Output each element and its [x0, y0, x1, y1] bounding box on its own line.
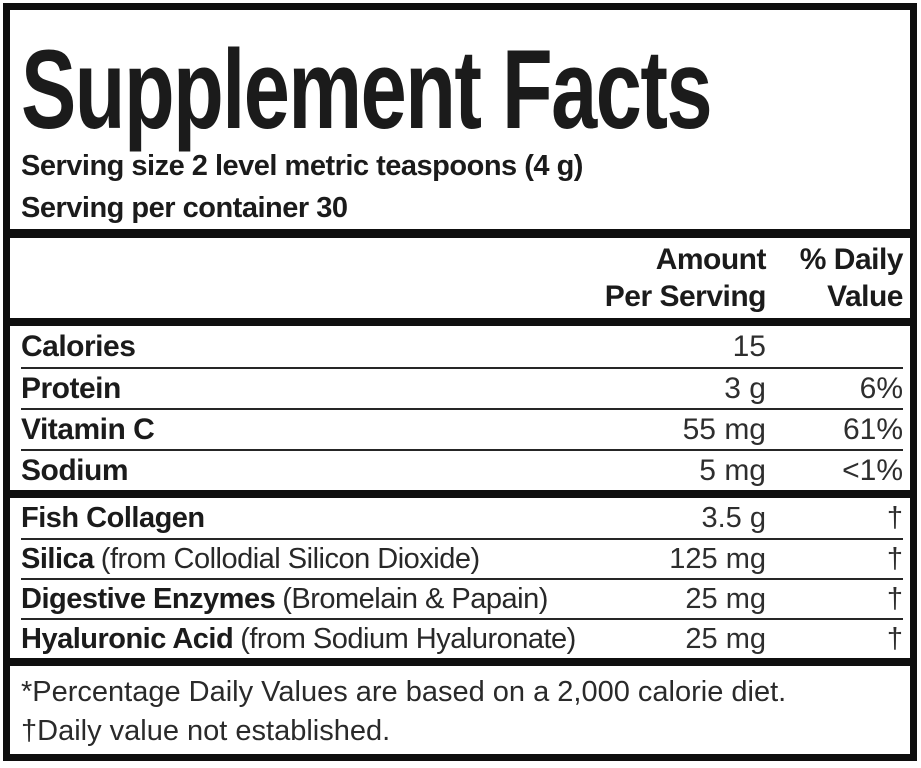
- ingredient-name: Silica: [21, 542, 94, 575]
- amount-per-serving-header: Amount Per Serving: [604, 241, 767, 315]
- nutrient-name: Sodium: [21, 453, 129, 487]
- servings-per-container-line: Serving per container 30: [21, 191, 348, 224]
- nutrient-amount: 55 mg: [682, 412, 766, 446]
- dv-header-line1: % Daily: [799, 243, 904, 276]
- supplement-facts-label: Supplement Facts Serving size 2 level me…: [3, 3, 917, 761]
- ingredient-detail: (from Sodium Hyaluronate): [240, 622, 576, 655]
- footnote-dagger: †Daily value not established.: [21, 715, 391, 747]
- serving-size-line: Serving size 2 level metric teaspoons (4…: [21, 149, 583, 182]
- footnote-daily-values: *Percentage Daily Values are based on a …: [21, 676, 787, 708]
- ingredient-amount: 25 mg: [685, 622, 766, 655]
- ingredient-amount: 125 mg: [669, 542, 766, 575]
- nutrient-amount: 5 mg: [699, 453, 766, 487]
- footnotes: *Percentage Daily Values are based on a …: [21, 666, 903, 751]
- ingredient-dv-dagger: †: [886, 542, 903, 575]
- ingredient-amount: 25 mg: [685, 582, 766, 615]
- table-row: Fish Collagen 3.5 g †: [21, 498, 903, 538]
- nutrient-dv: 61%: [842, 412, 903, 446]
- table-row: Vitamin C 55 mg 61%: [21, 408, 903, 449]
- title-container: Supplement Facts: [21, 10, 903, 153]
- ingredient-dv-dagger: †: [886, 501, 903, 534]
- divider-thick-header: [10, 318, 910, 326]
- nutrient-dv: 6%: [859, 371, 903, 405]
- ingredient-dv-dagger: †: [886, 582, 903, 615]
- amount-header-line1: Amount: [655, 243, 767, 276]
- table-row: Protein 3 g 6%: [21, 367, 903, 408]
- table-row: Calories 15: [21, 326, 903, 367]
- divider-thick-bottom: [10, 658, 910, 666]
- nutrient-dv: <1%: [842, 453, 903, 487]
- nutrient-name: Vitamin C: [21, 412, 155, 446]
- table-row: Sodium 5 mg <1%: [21, 449, 903, 490]
- ingredient-name: Hyaluronic Acid: [21, 622, 234, 655]
- nutrient-amount: 15: [732, 329, 766, 363]
- ingredient-detail: (from Collodial Silicon Dioxide): [100, 542, 480, 575]
- nutrient-amount: 3 g: [724, 371, 766, 405]
- ingredient-dv-dagger: †: [886, 622, 903, 655]
- ingredient-amount: 3.5 g: [701, 501, 767, 534]
- daily-value-header: % Daily Value: [766, 241, 904, 315]
- divider-thick-top: [10, 229, 910, 238]
- ingredient-detail: (Bromelain & Papain): [282, 582, 548, 615]
- ingredients-section: Fish Collagen 3.5 g † Silica (from Collod…: [21, 498, 903, 658]
- ingredient-name: Fish Collagen: [21, 501, 205, 534]
- table-row: Silica (from Collodial Silicon Dioxide) 1…: [21, 538, 903, 578]
- nutrient-name: Protein: [21, 371, 121, 405]
- divider-thick-middle: [10, 490, 910, 498]
- table-row: Hyaluronic Acid (from Sodium Hyaluronate)…: [21, 618, 903, 658]
- nutrient-name: Calories: [21, 329, 136, 363]
- dv-header-line2: Value: [827, 280, 903, 313]
- label-title: Supplement Facts: [21, 27, 713, 153]
- nutrients-section: Calories 15 Protein 3 g 6% Vitamin C 55 …: [21, 326, 903, 490]
- table-row: Digestive Enzymes (Bromelain & Papain) 25…: [21, 578, 903, 618]
- amount-header-line2: Per Serving: [604, 280, 767, 313]
- ingredient-name: Digestive Enzymes: [21, 582, 276, 615]
- column-headers: Amount Per Serving % Daily Value: [21, 238, 904, 318]
